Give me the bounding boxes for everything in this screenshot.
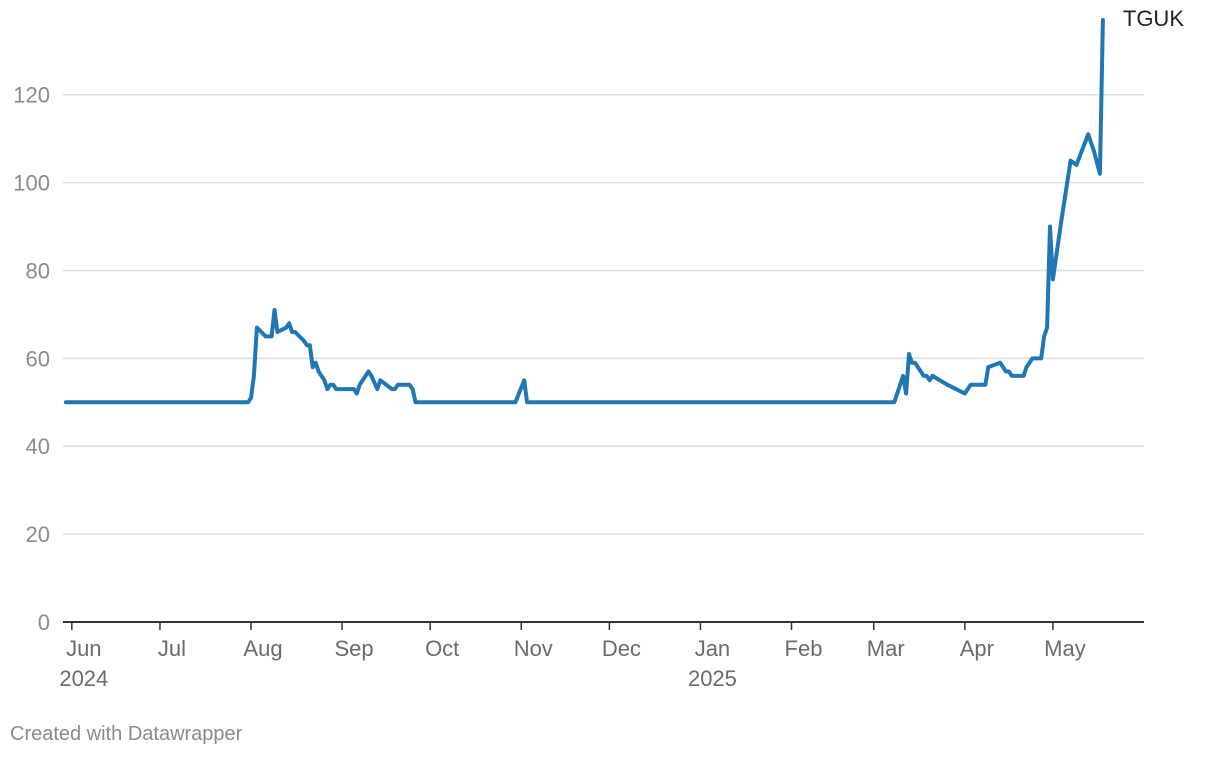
- x-tick-label: Dec: [602, 636, 641, 661]
- y-axis-tick-labels: 0 20 40 60 80 100 120: [13, 83, 50, 635]
- x-tick-label: May: [1044, 636, 1086, 661]
- y-tick-label: 80: [26, 258, 50, 283]
- x-tick-label: Aug: [243, 636, 282, 661]
- x-tick-label: Jan: [695, 636, 730, 661]
- series-labels: TGUK: [1123, 6, 1184, 31]
- x-tick-label: Jun: [66, 636, 101, 661]
- x-tick-label: Sep: [334, 636, 373, 661]
- x-axis-tick-labels: Jun 2024 Jul Aug Sep Oct Nov Dec Jan 2025 Feb Mar Ap…: [59, 622, 1086, 691]
- y-tick-label: 20: [26, 522, 50, 547]
- series-line-tguk: [63, 18, 1105, 405]
- x-tick-label: Feb: [785, 636, 823, 661]
- grid-lines: [63, 93, 1144, 535]
- y-tick-label: 60: [26, 346, 50, 371]
- x-tick-label: Nov: [514, 636, 553, 661]
- series-label: TGUK: [1123, 6, 1184, 31]
- x-tick-label: Oct: [425, 636, 459, 661]
- x-tick-year-label: 2025: [688, 666, 737, 691]
- series-lines: [63, 18, 1105, 405]
- x-tick-label: Jul: [158, 636, 186, 661]
- x-tick-label: Mar: [867, 636, 905, 661]
- y-tick-label: 120: [13, 83, 50, 108]
- credit-text: Created with Datawrapper: [10, 723, 243, 745]
- y-tick-label: 40: [26, 434, 50, 459]
- x-tick-label: Apr: [960, 636, 994, 661]
- x-tick-year-label: 2024: [59, 666, 108, 691]
- y-tick-label: 100: [13, 171, 50, 196]
- y-tick-label: 0: [38, 610, 50, 635]
